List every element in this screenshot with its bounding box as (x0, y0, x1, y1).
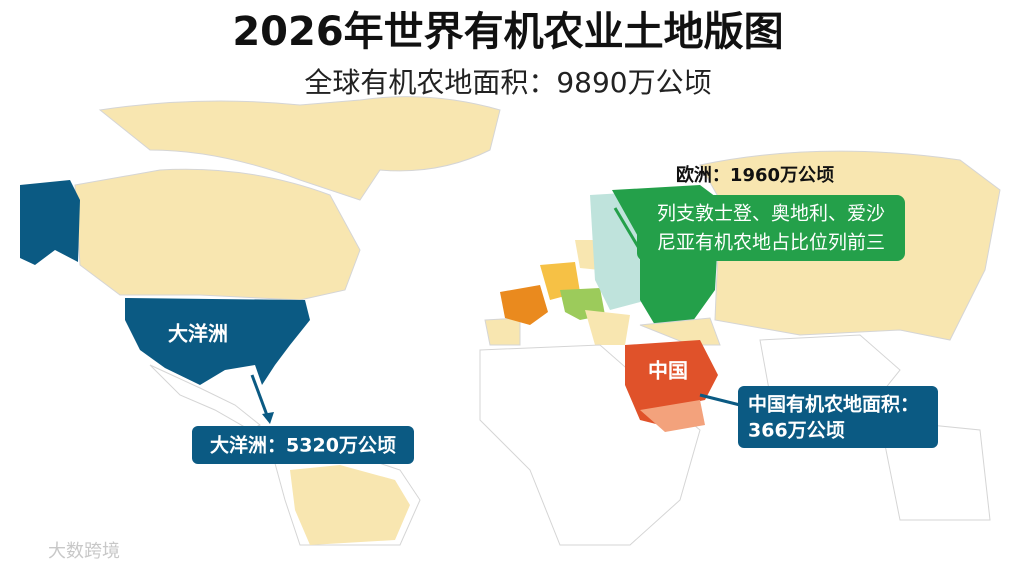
europe-note: 尼亚有机农地占比位列前三 (657, 232, 885, 254)
map-label: 中国 (648, 359, 688, 383)
watermark: 大数跨境 (48, 541, 120, 562)
title: 2026年世界有机农业土地版图 (232, 9, 783, 55)
oceania-total: 大洋洲：5320万公顷 (210, 434, 396, 457)
arctic-land (98, 96, 501, 201)
iberia (484, 317, 521, 346)
usa (125, 298, 310, 385)
arrow-head (262, 412, 274, 424)
arrow (613, 207, 642, 251)
arabia (640, 400, 705, 432)
arrow (250, 374, 270, 419)
subtitle: 全球有机农地面积：9890万公顷 (304, 66, 711, 99)
france (500, 285, 548, 325)
balkans (585, 310, 630, 345)
europe-note: 列支敦士登、奥地利、爱沙 (657, 203, 885, 225)
callout-box (738, 386, 938, 448)
china-total: 中国有机农地面积： (748, 393, 919, 416)
callout-box (192, 426, 414, 464)
south-america (290, 465, 410, 545)
callout-box (637, 195, 905, 261)
china-total: 366万公顷 (748, 420, 845, 442)
china-region (625, 340, 718, 425)
arrow (699, 393, 741, 407)
map-label: 大洋洲 (168, 322, 228, 346)
europe-total: 欧洲：1960万公顷 (676, 164, 834, 186)
alaska (20, 180, 80, 265)
central-asia (639, 317, 721, 346)
